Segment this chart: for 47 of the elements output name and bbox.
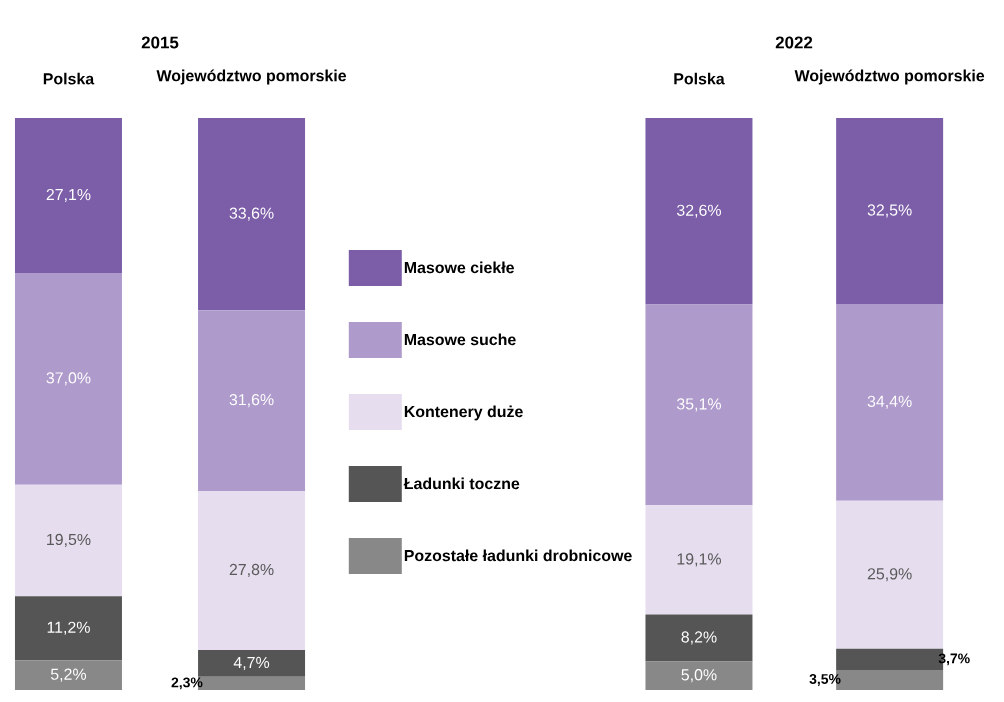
bar (645, 117, 753, 305)
data-label: 35,1% (676, 398, 721, 412)
bar (836, 500, 944, 649)
bar (645, 505, 753, 615)
legend-label: Masowe suche (404, 333, 516, 346)
legend-label: Masowe ciekłe (404, 261, 514, 274)
bar (836, 303, 944, 501)
data-label: 34,4% (867, 395, 912, 409)
bar (14, 596, 122, 661)
x-tick-label: Polska (43, 72, 95, 85)
data-label: 32,6% (676, 204, 721, 218)
data-label: 8,2% (681, 631, 717, 645)
bar (198, 310, 306, 491)
chart-title: 2022 (775, 36, 813, 49)
bar (14, 273, 122, 485)
data-label: 11,2% (47, 621, 90, 635)
x-tick-label: Polska (674, 72, 725, 85)
data-label: 4,7% (233, 656, 270, 670)
data-label: 31,6% (229, 393, 274, 408)
bar (198, 117, 306, 311)
x-tick-label: Województwo pomorskie (794, 69, 985, 85)
data-label: 19,1% (677, 553, 721, 567)
data-label: 37,0% (46, 372, 91, 386)
bar (645, 661, 753, 690)
bar (198, 490, 306, 650)
bar (836, 117, 944, 304)
legend-label: Ładunki toczne (403, 477, 520, 490)
x-tick-label: Województwo pomorskie (156, 69, 347, 85)
data-label: 19,5% (47, 533, 91, 547)
legend-label: Kontenery duże (404, 405, 523, 421)
chart-title: 2015 (141, 36, 179, 49)
bar (645, 614, 753, 662)
legend-label: Pozostałe ładunki drobnicowe (404, 549, 632, 562)
bar (645, 304, 753, 506)
bar (198, 649, 306, 677)
data-label: 3,5% (809, 674, 841, 686)
data-label: 5,2% (50, 668, 87, 682)
data-label: 33,6% (229, 207, 274, 221)
data-label: 2,3% (171, 677, 203, 690)
data-label: 5,0% (681, 669, 717, 683)
data-label: 25,9% (867, 568, 912, 582)
data-label: 27,8% (229, 563, 274, 578)
bar (14, 117, 122, 274)
data-label: 32,5% (867, 204, 912, 218)
bar (14, 484, 122, 597)
data-label: 27,1% (46, 188, 91, 203)
bar (14, 660, 122, 690)
